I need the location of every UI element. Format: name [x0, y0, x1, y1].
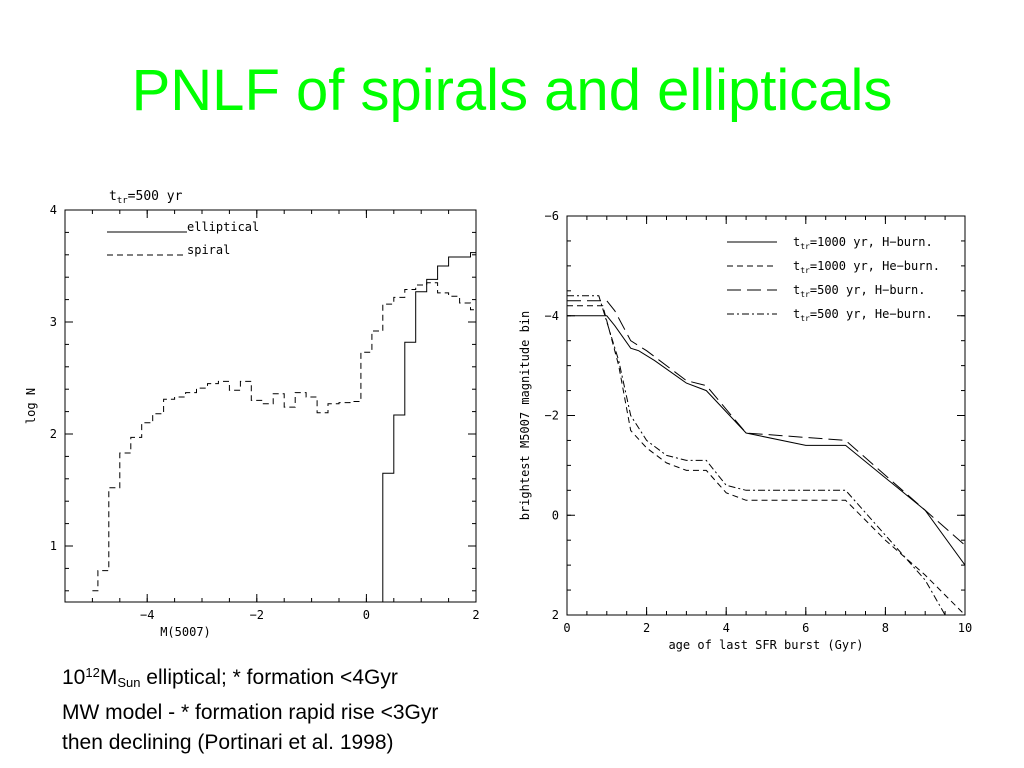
y-tick-label: 0 [552, 508, 559, 522]
x-tick-label: −4 [140, 608, 154, 622]
series-line--500-yr-he-burn- [567, 295, 946, 615]
series-line--1000-yr-h-burn- [567, 315, 965, 566]
x-tick-label: 2 [472, 608, 479, 622]
series-line-elliptical [382, 223, 476, 602]
x-tick-label: 10 [958, 621, 972, 635]
legend-label: ttr=500 yr, H−burn. [793, 283, 925, 299]
x-axis-label: age of last SFR burst (Gyr) [668, 638, 863, 652]
y-tick-label: 4 [50, 203, 57, 217]
y-axis-label: log N [24, 388, 38, 424]
caption-line-1: 1012MSun elliptical; * formation <4Gyr [62, 665, 398, 690]
series-line-spiral [92, 282, 476, 592]
x-tick-label: 8 [882, 621, 889, 635]
slide-title: PNLF of spirals and ellipticals [131, 58, 893, 123]
x-tick-label: −2 [250, 608, 264, 622]
plot-frame [566, 215, 966, 616]
x-tick-label: 2 [643, 621, 650, 635]
x-tick-label: 6 [802, 621, 809, 635]
x-tick-label: 0 [563, 621, 570, 635]
legend-label: spiral [187, 243, 230, 257]
caption-line-3: then declining (Portinari et al. 1998) [62, 731, 394, 754]
legend-label: ttr=500 yr, He−burn. [793, 307, 933, 323]
caption-line-2: MW model - * formation rapid rise <3Gyr [62, 701, 439, 724]
y-tick-label: 2 [50, 427, 57, 441]
series-line--500-yr-h-burn- [567, 300, 965, 546]
caption: 1012MSun elliptical; * formation <4Gyr M… [62, 658, 438, 758]
y-tick-label: −4 [545, 309, 559, 323]
legend-label: ttr=1000 yr, H−burn. [793, 235, 933, 251]
y-tick-label: 2 [552, 608, 559, 622]
plot-frame [64, 209, 477, 603]
pnlf-chart-group: −4 −2 0 2 1 2 3 4 M(5007) log N ttr=500 yr elliptic… [24, 189, 480, 639]
y-tick-label: −6 [545, 209, 559, 223]
series-line--1000-yr-he-burn- [567, 305, 965, 615]
legend-label: elliptical [187, 220, 259, 234]
y-tick-label: 3 [50, 315, 57, 329]
y-tick-label: −2 [545, 409, 559, 423]
x-tick-label: 4 [723, 621, 730, 635]
legend-label: ttr=1000 yr, He−burn. [793, 259, 940, 275]
chart-title: ttr=500 yr [109, 189, 183, 206]
y-tick-label: 1 [50, 539, 57, 553]
x-tick-label: 0 [363, 608, 370, 622]
x-axis-label: M(5007) [160, 625, 211, 639]
y-axis-label: brightest M5007 magnitude bin [518, 311, 532, 521]
